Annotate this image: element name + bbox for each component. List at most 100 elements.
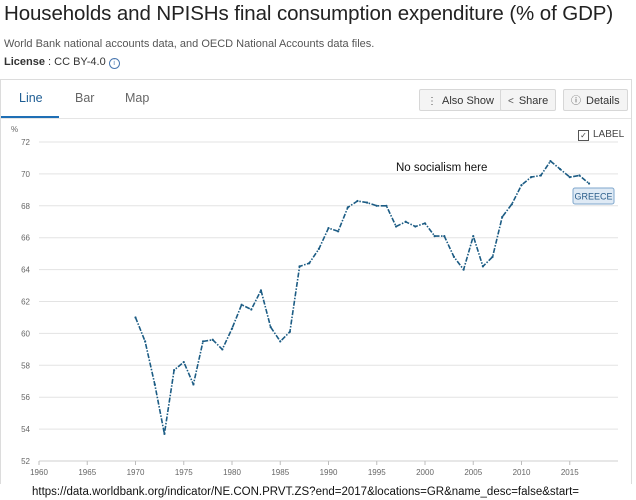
share-label: Share: [518, 95, 549, 107]
label-toggle-text: LABEL: [593, 129, 625, 140]
info-circle-icon: ⓘ: [571, 96, 581, 107]
data-point: [491, 255, 494, 258]
data-point: [240, 303, 243, 306]
data-point: [308, 262, 311, 265]
y-tick-label: 72: [21, 138, 30, 147]
x-tick-label: 1995: [368, 468, 386, 477]
data-point: [153, 383, 156, 386]
license-line: License : CC BY-4.0 i: [4, 56, 120, 69]
y-tick-label: 60: [21, 329, 30, 338]
y-tick-label: 54: [21, 425, 30, 434]
data-point: [501, 215, 504, 219]
page-title: Households and NPISHs final consumption …: [4, 2, 614, 25]
source-note: World Bank national accounts data, and O…: [4, 38, 375, 50]
tab-line[interactable]: Line: [19, 91, 43, 105]
data-point: [385, 204, 388, 207]
data-point: [221, 348, 224, 351]
chart-panel: Line Bar Map ⋮ Also Show < Share ⓘ Details: [0, 79, 632, 484]
data-point: [192, 383, 195, 386]
data-point: [481, 265, 484, 268]
data-point: [462, 268, 465, 271]
data-point: [356, 199, 359, 203]
data-point: [578, 174, 581, 177]
data-point: [144, 340, 147, 343]
y-tick-label: 62: [21, 298, 30, 307]
data-point: [250, 308, 253, 311]
tab-bar: Line Bar Map ⋮ Also Show < Share ⓘ Details: [1, 80, 631, 119]
data-point: [375, 204, 378, 207]
x-tick-label: 1985: [271, 468, 289, 477]
data-point: [201, 340, 205, 343]
x-tick-label: 1975: [175, 468, 193, 477]
series-label: GREECE: [574, 192, 612, 202]
data-point: [587, 182, 591, 185]
x-tick-label: 1960: [30, 468, 48, 477]
data-point: [443, 235, 446, 238]
data-point: [404, 220, 407, 223]
data-point: [539, 174, 542, 177]
data-point: [279, 340, 282, 343]
details-button[interactable]: ⓘ Details: [563, 89, 628, 111]
active-tab-indicator: [1, 116, 59, 118]
y-tick-label: 70: [21, 170, 30, 179]
also-show-label: Also Show: [442, 95, 494, 107]
data-point: [366, 201, 369, 204]
y-tick-label: 52: [21, 457, 30, 466]
label-checkbox[interactable]: ✓: [578, 130, 589, 141]
series-label-box: [572, 187, 615, 205]
details-label: Details: [586, 95, 620, 107]
y-tick-label: 66: [21, 234, 30, 243]
x-tick-label: 2005: [464, 468, 482, 477]
data-point: [472, 235, 475, 238]
data-point: [211, 338, 214, 341]
info-icon[interactable]: i: [108, 58, 120, 69]
data-point: [520, 183, 523, 187]
x-tick-label: 1970: [127, 468, 145, 477]
x-tick-label: 1965: [78, 468, 96, 477]
data-point: [259, 289, 263, 292]
data-point: [327, 227, 330, 230]
data-point: [549, 160, 552, 163]
data-point: [346, 206, 349, 209]
y-tick-label: 58: [21, 361, 30, 370]
data-point: [530, 175, 533, 179]
data-point: [163, 432, 166, 435]
data-point: [230, 327, 234, 330]
data-point: [288, 330, 291, 333]
data-point: [298, 265, 301, 268]
source-url: https://data.worldbank.org/indicator/NE.…: [32, 486, 579, 498]
data-point: [394, 225, 398, 228]
data-point: [433, 235, 436, 238]
license-value: CC BY-4.0: [54, 56, 106, 68]
data-point: [423, 222, 427, 225]
series-line-greece: [134, 160, 590, 435]
x-tick-label: 2015: [561, 468, 579, 477]
y-tick-label: 64: [21, 266, 30, 275]
license-label: License: [4, 56, 45, 68]
data-point: [414, 225, 417, 228]
tab-bar-chart[interactable]: Bar: [75, 91, 95, 105]
y-tick-label: 68: [21, 202, 30, 211]
data-point: [182, 361, 185, 364]
share-icon: <: [508, 96, 514, 107]
tab-map[interactable]: Map: [125, 91, 150, 105]
y-tick-label: 56: [21, 393, 30, 402]
share-button[interactable]: < Share: [500, 89, 557, 111]
data-point: [134, 316, 137, 319]
data-point: [452, 255, 456, 258]
data-point: [337, 230, 340, 233]
data-point: [317, 247, 320, 250]
data-point: [559, 168, 562, 171]
data-point: [568, 175, 571, 179]
x-tick-label: 1980: [223, 468, 241, 477]
vertical-dots-icon: ⋮: [427, 96, 437, 107]
label-toggle[interactable]: ✓ LABEL: [578, 129, 624, 141]
y-axis-label: %: [11, 125, 18, 134]
x-tick-label: 2000: [416, 468, 434, 477]
also-show-button[interactable]: ⋮ Also Show: [419, 89, 502, 111]
x-tick-label: 1990: [320, 468, 338, 477]
annotation-text: No socialism here: [396, 162, 487, 174]
data-point: [173, 368, 176, 372]
x-tick-label: 2010: [513, 468, 531, 477]
